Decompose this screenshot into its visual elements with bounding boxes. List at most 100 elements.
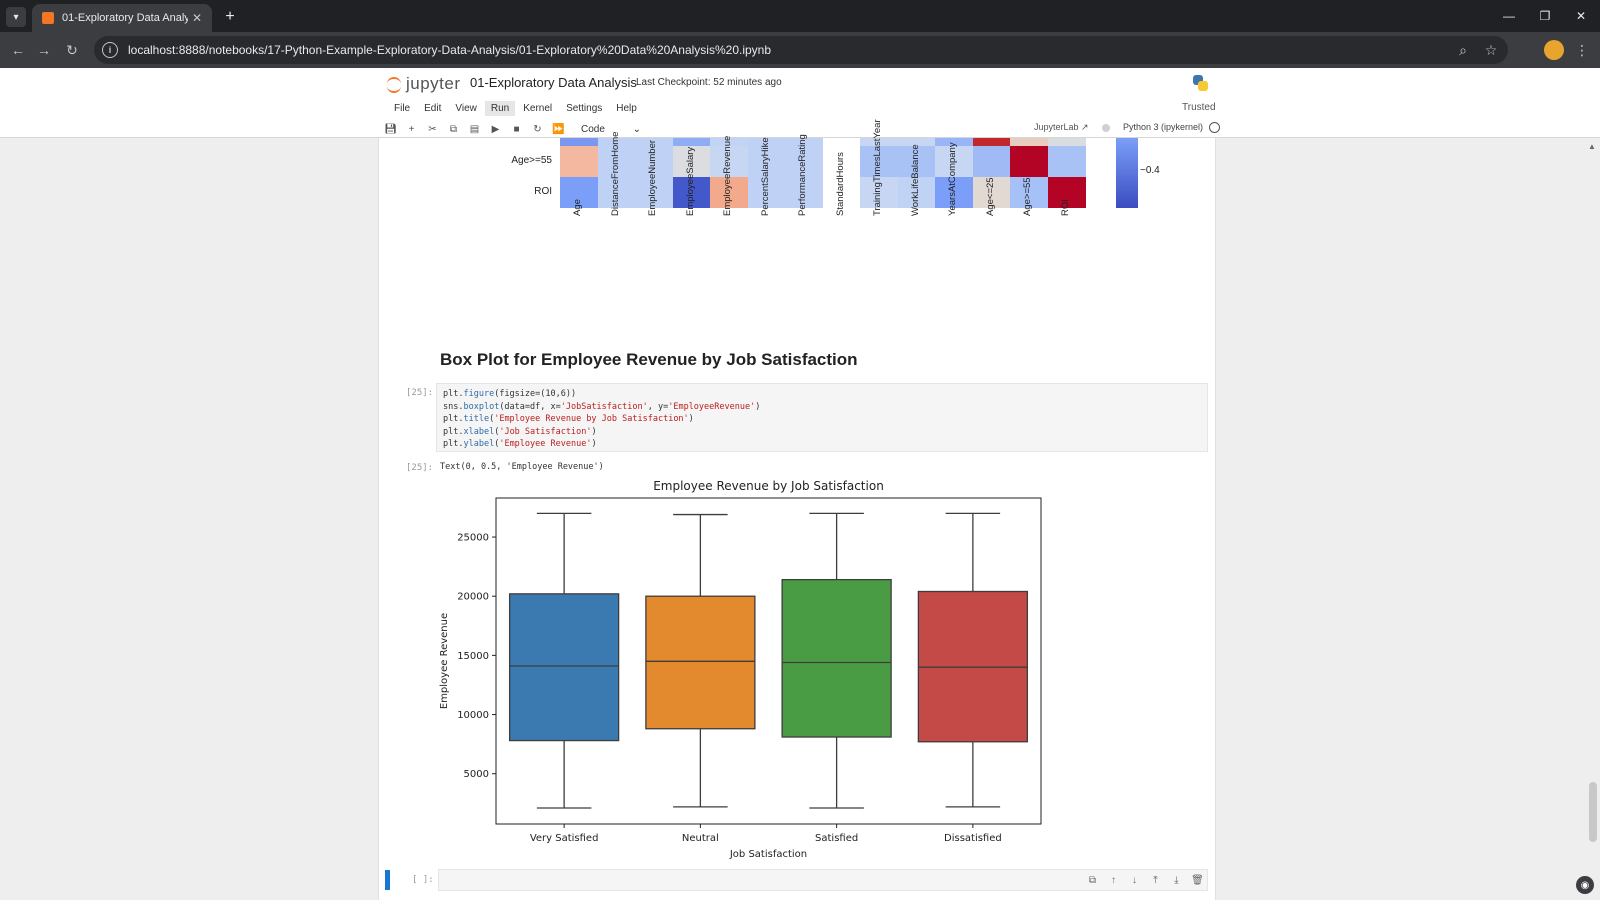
stop-icon[interactable]: ■ — [513, 123, 520, 135]
profile-avatar[interactable] — [1544, 40, 1564, 60]
tab-search-icon[interactable]: ▾ — [6, 7, 26, 27]
menu-settings[interactable]: Settings — [566, 103, 603, 114]
back-icon[interactable]: ← — [11, 42, 25, 58]
new-tab-icon[interactable]: + — [225, 8, 235, 25]
code-cell-editor[interactable]: plt.figure(figsize=(10,6)) sns.boxplot(da… — [436, 383, 1208, 452]
y-tick-label: 15000 — [457, 651, 489, 662]
move-down-icon[interactable]: ↓ — [1132, 874, 1137, 886]
heatmap-col-label: WorkLifeBalance — [909, 144, 921, 216]
code-cell-prompt: [25]: — [406, 388, 434, 398]
cell-type-select[interactable]: Code ⌄ — [581, 124, 641, 135]
kernel-name[interactable]: Python 3 (ipykernel) — [1123, 122, 1204, 132]
heatmap-col-label: EmployeeRevenue — [722, 135, 733, 216]
code-token: boxplot — [463, 401, 500, 412]
browser-tab[interactable]: 01-Exploratory Data Analysis ✕ — [32, 4, 212, 32]
zoom-icon[interactable]: ⌕ — [1459, 41, 1467, 58]
assistant-icon[interactable]: ◉ — [1576, 876, 1594, 894]
heatmap-colorbar — [1116, 138, 1138, 208]
code-token: sns. — [443, 401, 464, 412]
heatmap-col-label: ROI — [1059, 199, 1071, 216]
run-all-icon[interactable]: ⏩ — [552, 123, 565, 135]
code-line: plt.figure(figsize=(10,6)) — [443, 388, 1201, 401]
duplicate-cell-icon[interactable]: ⧉ — [1088, 874, 1097, 886]
heatmap-cell — [1047, 138, 1086, 146]
insert-cell-icon[interactable]: + — [408, 123, 415, 135]
url-text[interactable]: localhost:8888/notebooks/17-Python-Examp… — [128, 43, 772, 57]
menu-kernel[interactable]: Kernel — [523, 103, 553, 114]
code-token: 'Employee Revenue by Job Satisfaction' — [494, 414, 689, 425]
paste-icon[interactable]: ▤ — [469, 123, 480, 135]
x-tick-label: Dissatisfied — [944, 833, 1002, 844]
delete-cell-icon[interactable]: 🗑︎ — [1191, 874, 1204, 886]
jupyterlab-link-label: JupyterLab — [1034, 122, 1079, 132]
heatmap-cell — [822, 146, 861, 177]
minimize-icon[interactable]: — — [1503, 9, 1515, 23]
reload-icon[interactable]: ↻ — [66, 41, 78, 58]
site-info-icon[interactable]: i — [102, 42, 118, 58]
insert-below-icon[interactable]: ⤓ — [1174, 874, 1179, 886]
heatmap-cell — [635, 177, 673, 208]
code-token: ) — [591, 426, 597, 437]
scrollbar-thumb[interactable] — [1589, 782, 1597, 842]
code-token: ylabel — [463, 439, 495, 450]
y-tick-label: 25000 — [457, 533, 489, 544]
run-icon[interactable]: ▶ — [491, 123, 500, 135]
heatmap-cell — [785, 146, 823, 177]
menu-file[interactable]: File — [394, 103, 411, 114]
heatmap-cell — [560, 177, 598, 208]
heatmap-cell — [935, 146, 973, 177]
notebook-name[interactable]: 01-Exploratory Data Analysis — [470, 75, 637, 90]
external-link-icon: ↗ — [1081, 122, 1089, 132]
heatmap-cell — [972, 177, 1011, 208]
heatmap-col-label: DistanceFromHome — [609, 131, 621, 216]
boxplot-chart: Employee Revenue by Job Satisfaction Job … — [439, 479, 1042, 860]
restore-icon[interactable]: ❐ — [1539, 9, 1551, 23]
heatmap-cell — [672, 138, 711, 146]
heatmap-col-label: Age — [572, 199, 583, 216]
kernel-status-icon — [1209, 122, 1220, 133]
menu-edit[interactable]: Edit — [424, 103, 442, 114]
heatmap-cell — [747, 146, 786, 177]
close-window-icon[interactable]: ✕ — [1575, 9, 1587, 23]
cell-toolbar: ⧉ ↑ ↓ ⤒ ⤓ 🗑︎ — [1085, 873, 1205, 887]
code-token: (data=df, x= — [499, 401, 561, 412]
restart-icon[interactable]: ↻ — [533, 123, 542, 135]
heatmap-cell — [635, 146, 673, 177]
insert-above-icon[interactable]: ⤒ — [1153, 874, 1158, 886]
tab-close-icon[interactable]: ✕ — [191, 11, 203, 25]
save-icon[interactable]: 💾︎ — [384, 123, 397, 135]
chart-title: Employee Revenue by Job Satisfaction — [653, 479, 884, 493]
empty-code-cell[interactable] — [438, 869, 1208, 891]
cell-type-value: Code — [581, 123, 605, 135]
kernel-indicator-icon — [1102, 124, 1110, 132]
forward-icon[interactable]: → — [37, 42, 51, 58]
code-line: plt.title('Employee Revenue by Job Satis… — [443, 413, 1201, 426]
code-token: ) — [591, 439, 597, 450]
code-token: ) — [688, 414, 694, 425]
browser-menu-icon[interactable]: ⋮ — [1575, 41, 1589, 58]
python-logo-icon — [1191, 74, 1209, 92]
cut-icon[interactable]: ✂ — [428, 123, 437, 135]
heatmap-cell — [597, 146, 636, 177]
scroll-up-icon[interactable]: ▲ — [1588, 142, 1596, 151]
menu-run[interactable]: Run — [484, 101, 516, 116]
heatmap-cell — [1010, 138, 1048, 146]
heatmap-col-label: TrainingTimesLastYear — [872, 119, 883, 216]
heatmap-cell — [1047, 146, 1086, 177]
code-token: figure — [463, 389, 495, 399]
browser-tab-bar: ▾ 01-Exploratory Data Analysis ✕ + — ❐ ✕ — [0, 0, 1600, 32]
menu-view[interactable]: View — [455, 103, 477, 114]
bookmark-star-icon[interactable]: ☆ — [1484, 41, 1498, 58]
heatmap-cell — [560, 146, 598, 177]
copy-icon[interactable]: ⧉ — [449, 123, 458, 135]
heatmap-col-label: EmployeeSalary — [684, 146, 696, 216]
omnibox[interactable]: i localhost:8888/notebooks/17-Python-Exa… — [94, 36, 1508, 64]
trusted-indicator[interactable]: Trusted — [1182, 102, 1216, 113]
jupyter-logo[interactable]: jupyter — [386, 74, 461, 94]
code-token: plt. — [443, 389, 464, 399]
x-tick-label: Neutral — [682, 833, 719, 844]
jupyterlab-link[interactable]: JupyterLab ↗ — [1034, 122, 1089, 133]
code-token: 'EmployeeRevenue' — [668, 401, 756, 412]
menu-help[interactable]: Help — [616, 103, 637, 114]
move-up-icon[interactable]: ↑ — [1111, 874, 1116, 886]
